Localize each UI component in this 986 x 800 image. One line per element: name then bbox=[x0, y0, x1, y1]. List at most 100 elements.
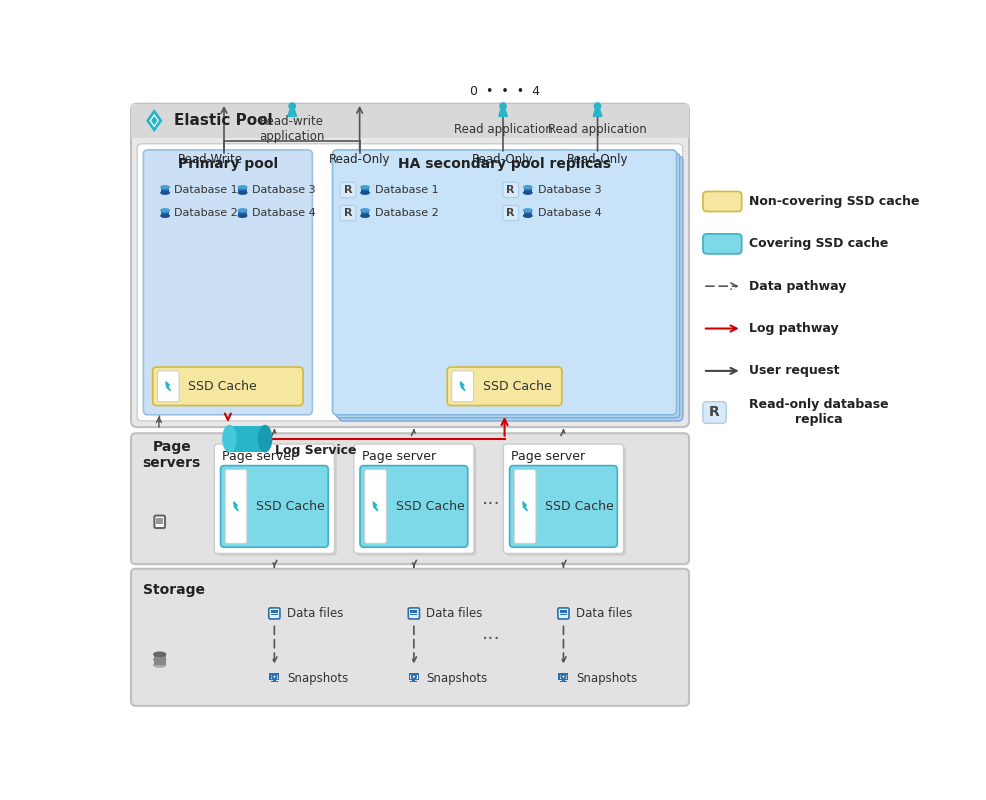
Ellipse shape bbox=[154, 652, 166, 656]
Polygon shape bbox=[373, 502, 378, 511]
FancyBboxPatch shape bbox=[703, 234, 741, 254]
Ellipse shape bbox=[239, 191, 246, 194]
Ellipse shape bbox=[161, 191, 170, 194]
Text: Database 3: Database 3 bbox=[251, 185, 316, 195]
FancyBboxPatch shape bbox=[158, 371, 179, 402]
Bar bbox=[131, 104, 689, 138]
Ellipse shape bbox=[258, 426, 272, 452]
FancyBboxPatch shape bbox=[452, 371, 473, 402]
FancyBboxPatch shape bbox=[131, 569, 689, 706]
Text: SSD Cache: SSD Cache bbox=[188, 380, 257, 393]
Bar bbox=[560, 674, 567, 679]
Bar bbox=[410, 614, 417, 615]
Text: Data files: Data files bbox=[426, 607, 483, 620]
Polygon shape bbox=[288, 110, 297, 116]
Ellipse shape bbox=[154, 663, 166, 667]
Text: Database 4: Database 4 bbox=[538, 208, 601, 218]
Ellipse shape bbox=[361, 191, 369, 194]
Text: Database 2: Database 2 bbox=[175, 208, 239, 218]
Ellipse shape bbox=[361, 214, 369, 218]
Text: SSD Cache: SSD Cache bbox=[545, 500, 614, 513]
Text: Read-Write: Read-Write bbox=[177, 153, 243, 166]
Text: User request: User request bbox=[749, 364, 840, 378]
Polygon shape bbox=[151, 116, 158, 126]
Text: Read-Only: Read-Only bbox=[567, 153, 628, 166]
Text: Log Service: Log Service bbox=[275, 445, 357, 458]
Bar bbox=[410, 610, 417, 611]
FancyBboxPatch shape bbox=[131, 104, 689, 427]
FancyBboxPatch shape bbox=[131, 434, 689, 564]
Polygon shape bbox=[166, 382, 171, 391]
Bar bbox=[410, 612, 417, 614]
Text: Snapshots: Snapshots bbox=[576, 672, 637, 686]
FancyBboxPatch shape bbox=[340, 182, 356, 198]
Ellipse shape bbox=[524, 209, 532, 212]
Text: SSD Cache: SSD Cache bbox=[483, 380, 551, 393]
Bar bbox=[409, 674, 419, 680]
Text: Page server: Page server bbox=[362, 450, 436, 463]
Polygon shape bbox=[594, 110, 601, 116]
Bar bbox=[154, 654, 166, 665]
FancyBboxPatch shape bbox=[137, 144, 682, 421]
FancyBboxPatch shape bbox=[503, 206, 519, 221]
FancyBboxPatch shape bbox=[365, 470, 387, 543]
Ellipse shape bbox=[524, 214, 532, 218]
FancyBboxPatch shape bbox=[214, 444, 334, 554]
Polygon shape bbox=[523, 502, 528, 511]
Bar bbox=[562, 680, 565, 681]
Bar bbox=[560, 610, 567, 611]
Text: Data files: Data files bbox=[576, 607, 632, 620]
Ellipse shape bbox=[161, 209, 170, 212]
Bar bbox=[269, 674, 279, 680]
Text: Snapshots: Snapshots bbox=[287, 672, 348, 686]
Ellipse shape bbox=[161, 186, 170, 189]
FancyBboxPatch shape bbox=[354, 444, 474, 554]
FancyBboxPatch shape bbox=[143, 150, 313, 414]
Text: SSD Cache: SSD Cache bbox=[256, 500, 325, 513]
Bar bbox=[239, 210, 246, 216]
Text: Database 1: Database 1 bbox=[175, 185, 238, 195]
Ellipse shape bbox=[239, 214, 246, 218]
Bar bbox=[361, 210, 369, 216]
FancyBboxPatch shape bbox=[515, 470, 536, 543]
Text: HA secondary pool replicas: HA secondary pool replicas bbox=[398, 157, 611, 170]
Bar bbox=[410, 674, 418, 679]
Text: Covering SSD cache: Covering SSD cache bbox=[749, 238, 888, 250]
Ellipse shape bbox=[154, 658, 166, 662]
Text: Read-Only: Read-Only bbox=[329, 153, 390, 166]
Text: 0  •  •  •  4: 0 • • • 4 bbox=[469, 85, 539, 98]
FancyBboxPatch shape bbox=[340, 206, 356, 221]
FancyBboxPatch shape bbox=[503, 182, 519, 198]
Text: Storage: Storage bbox=[143, 583, 205, 598]
Ellipse shape bbox=[524, 191, 532, 194]
Bar bbox=[271, 681, 278, 682]
Text: Data files: Data files bbox=[287, 607, 343, 620]
Text: Read-write
application: Read-write application bbox=[259, 115, 325, 143]
Bar bbox=[361, 187, 369, 193]
Text: Data pathway: Data pathway bbox=[749, 280, 847, 293]
Bar bbox=[230, 426, 265, 452]
Text: Page
servers: Page servers bbox=[143, 440, 201, 470]
Bar bbox=[412, 680, 415, 681]
Bar bbox=[558, 674, 568, 680]
Polygon shape bbox=[499, 110, 508, 116]
Ellipse shape bbox=[361, 209, 369, 212]
Text: Read-Only: Read-Only bbox=[472, 153, 533, 166]
FancyBboxPatch shape bbox=[335, 153, 679, 418]
Bar bbox=[161, 210, 170, 216]
Text: Read application: Read application bbox=[548, 122, 647, 136]
Text: Log pathway: Log pathway bbox=[749, 322, 839, 335]
Text: Primary pool: Primary pool bbox=[177, 157, 278, 170]
FancyBboxPatch shape bbox=[408, 608, 419, 619]
Ellipse shape bbox=[239, 186, 246, 189]
Text: R: R bbox=[507, 185, 515, 195]
FancyBboxPatch shape bbox=[225, 470, 246, 543]
FancyBboxPatch shape bbox=[703, 402, 727, 423]
Bar bbox=[524, 210, 532, 216]
Polygon shape bbox=[460, 382, 465, 391]
Text: Database 2: Database 2 bbox=[375, 208, 439, 218]
FancyBboxPatch shape bbox=[506, 446, 626, 556]
Ellipse shape bbox=[239, 209, 246, 212]
FancyBboxPatch shape bbox=[339, 156, 682, 421]
Text: SSD Cache: SSD Cache bbox=[395, 500, 464, 513]
